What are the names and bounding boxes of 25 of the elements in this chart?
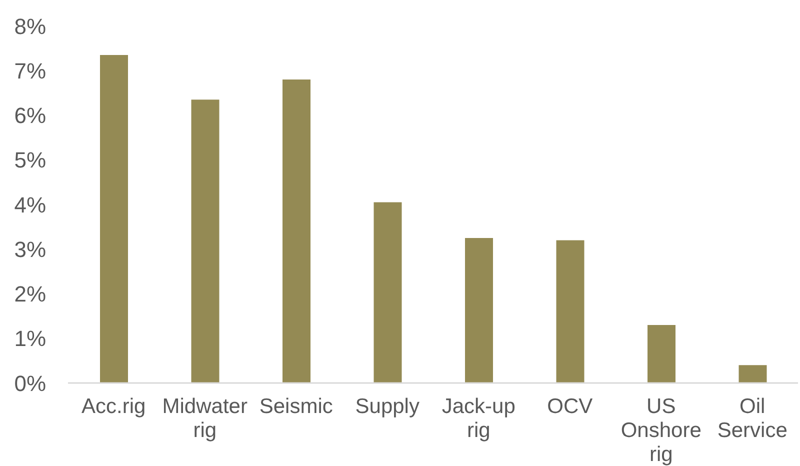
y-tick-label: 5% [14,148,46,173]
x-tick-label: Seismic [259,395,333,418]
y-tick-label: 7% [14,58,46,84]
x-tick-label: Supply [355,395,420,418]
x-tick-label: US Onshore rig [620,395,702,466]
x-tick-label: Jack-up rig [442,395,516,442]
bar [374,202,402,383]
bar [738,365,767,383]
x-tick-label: Midwater rig [162,395,248,442]
y-tick-label: 0% [14,370,46,396]
x-tick-label: OCV [547,395,593,418]
x-tick-label: Acc.rig [82,395,146,418]
bar [648,324,676,383]
y-tick-label: 1% [14,326,46,352]
y-tick-label: 2% [14,282,46,307]
x-tick-label: Oil Service [717,395,788,442]
bar [191,100,220,383]
bar [465,238,493,383]
y-tick-label: 8% [14,14,46,39]
y-tick-label: 3% [14,236,46,262]
y-tick-label: 4% [14,192,46,218]
bar [556,240,584,383]
bar [282,80,310,383]
bar [100,55,128,383]
y-tick-label: 6% [14,103,46,128]
